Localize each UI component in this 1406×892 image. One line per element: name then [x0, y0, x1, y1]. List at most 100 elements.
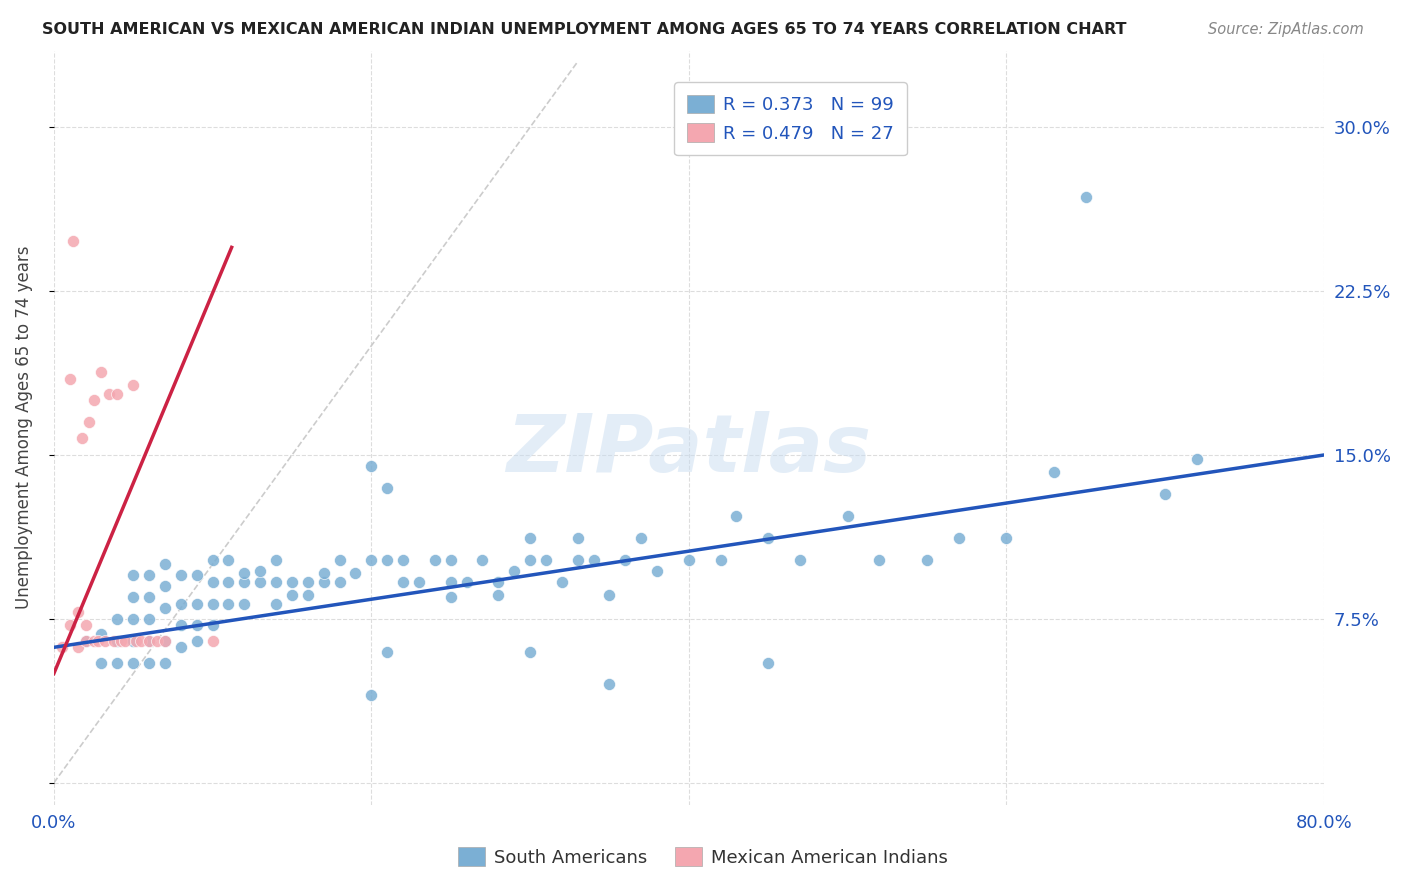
- Point: [217, 597, 239, 611]
- Point: [582, 553, 605, 567]
- Point: [170, 618, 193, 632]
- Point: [122, 378, 145, 392]
- Point: [75, 633, 97, 648]
- Point: [233, 566, 256, 580]
- Point: [201, 633, 224, 648]
- Point: [105, 656, 128, 670]
- Point: [360, 458, 382, 473]
- Point: [153, 633, 176, 648]
- Point: [90, 627, 112, 641]
- Point: [598, 677, 620, 691]
- Point: [122, 656, 145, 670]
- Point: [598, 588, 620, 602]
- Point: [440, 553, 463, 567]
- Text: ZIPatlas: ZIPatlas: [506, 411, 872, 490]
- Point: [233, 597, 256, 611]
- Point: [329, 574, 352, 589]
- Point: [105, 633, 128, 648]
- Point: [249, 564, 271, 578]
- Legend: R = 0.373   N = 99, R = 0.479   N = 27: R = 0.373 N = 99, R = 0.479 N = 27: [675, 82, 907, 155]
- Point: [551, 574, 574, 589]
- Point: [408, 574, 430, 589]
- Point: [440, 574, 463, 589]
- Point: [375, 553, 398, 567]
- Point: [110, 633, 132, 648]
- Text: SOUTH AMERICAN VS MEXICAN AMERICAN INDIAN UNEMPLOYMENT AMONG AGES 65 TO 74 YEARS: SOUTH AMERICAN VS MEXICAN AMERICAN INDIA…: [42, 22, 1126, 37]
- Point: [312, 566, 335, 580]
- Point: [503, 564, 526, 578]
- Point: [915, 553, 938, 567]
- Point: [868, 553, 890, 567]
- Legend: South Americans, Mexican American Indians: South Americans, Mexican American Indian…: [451, 840, 955, 874]
- Point: [1185, 452, 1208, 467]
- Point: [375, 481, 398, 495]
- Point: [122, 568, 145, 582]
- Point: [360, 553, 382, 567]
- Point: [519, 553, 541, 567]
- Point: [217, 574, 239, 589]
- Point: [138, 590, 160, 604]
- Y-axis label: Unemployment Among Ages 65 to 74 years: Unemployment Among Ages 65 to 74 years: [15, 246, 32, 609]
- Point: [392, 553, 415, 567]
- Point: [329, 553, 352, 567]
- Point: [486, 588, 509, 602]
- Point: [645, 564, 668, 578]
- Point: [201, 618, 224, 632]
- Point: [75, 618, 97, 632]
- Point: [756, 656, 779, 670]
- Point: [948, 531, 970, 545]
- Point: [122, 612, 145, 626]
- Point: [1154, 487, 1177, 501]
- Point: [519, 531, 541, 545]
- Point: [93, 633, 115, 648]
- Point: [249, 574, 271, 589]
- Point: [66, 605, 89, 619]
- Point: [105, 612, 128, 626]
- Point: [186, 633, 208, 648]
- Point: [170, 568, 193, 582]
- Point: [233, 574, 256, 589]
- Point: [392, 574, 415, 589]
- Point: [129, 633, 152, 648]
- Point: [59, 618, 82, 632]
- Point: [725, 509, 748, 524]
- Point: [122, 633, 145, 648]
- Point: [614, 553, 637, 567]
- Point: [264, 574, 287, 589]
- Point: [360, 689, 382, 703]
- Point: [264, 597, 287, 611]
- Point: [114, 633, 136, 648]
- Point: [153, 633, 176, 648]
- Point: [138, 633, 160, 648]
- Point: [312, 574, 335, 589]
- Point: [66, 640, 89, 655]
- Point: [98, 386, 121, 401]
- Point: [138, 656, 160, 670]
- Point: [72, 430, 94, 444]
- Point: [146, 633, 169, 648]
- Point: [105, 386, 128, 401]
- Point: [83, 633, 105, 648]
- Point: [51, 640, 73, 655]
- Point: [125, 633, 148, 648]
- Point: [1043, 466, 1066, 480]
- Point: [201, 574, 224, 589]
- Point: [90, 656, 112, 670]
- Point: [297, 588, 319, 602]
- Text: Source: ZipAtlas.com: Source: ZipAtlas.com: [1208, 22, 1364, 37]
- Point: [186, 597, 208, 611]
- Point: [170, 640, 193, 655]
- Point: [62, 234, 84, 248]
- Point: [153, 558, 176, 572]
- Point: [138, 612, 160, 626]
- Point: [138, 633, 160, 648]
- Point: [710, 553, 733, 567]
- Point: [630, 531, 652, 545]
- Point: [344, 566, 367, 580]
- Point: [90, 365, 112, 379]
- Point: [75, 633, 97, 648]
- Point: [297, 574, 319, 589]
- Point: [264, 553, 287, 567]
- Point: [1074, 190, 1097, 204]
- Point: [567, 531, 589, 545]
